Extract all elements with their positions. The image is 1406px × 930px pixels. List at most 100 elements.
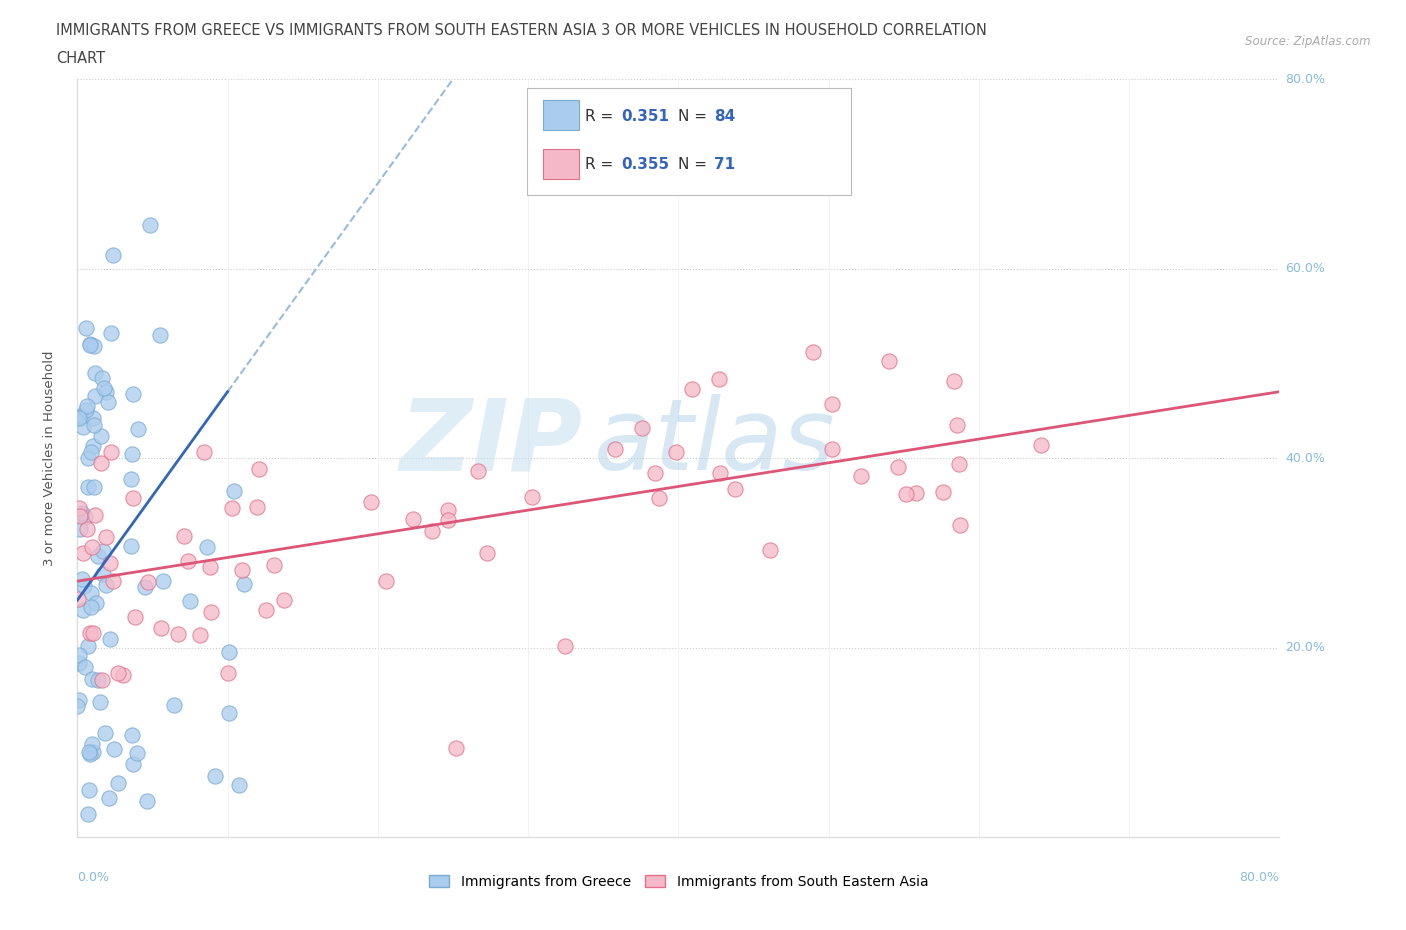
Point bbox=[166, 627, 188, 642]
Point bbox=[200, 604, 222, 619]
Point bbox=[221, 500, 243, 515]
Point bbox=[94, 725, 117, 740]
Point bbox=[125, 746, 148, 761]
Point bbox=[195, 539, 218, 554]
Point bbox=[69, 408, 91, 423]
Point bbox=[163, 698, 186, 712]
Point bbox=[79, 336, 101, 351]
Point bbox=[80, 671, 103, 686]
Point bbox=[73, 659, 96, 674]
Text: IMMIGRANTS FROM GREECE VS IMMIGRANTS FROM SOUTH EASTERN ASIA 3 OR MORE VEHICLES : IMMIGRANTS FROM GREECE VS IMMIGRANTS FRO… bbox=[56, 23, 987, 38]
Point bbox=[138, 218, 160, 232]
Point bbox=[100, 445, 122, 459]
Point bbox=[152, 574, 174, 589]
Point bbox=[82, 625, 104, 640]
Point bbox=[82, 410, 104, 425]
Point bbox=[198, 559, 221, 574]
Point bbox=[69, 509, 91, 524]
Text: R =: R = bbox=[585, 109, 619, 124]
Point bbox=[179, 594, 201, 609]
Point bbox=[422, 524, 444, 538]
Point bbox=[173, 529, 195, 544]
Point bbox=[79, 744, 101, 759]
Point bbox=[70, 505, 93, 520]
Point bbox=[80, 600, 103, 615]
Point bbox=[946, 418, 969, 432]
Point bbox=[73, 578, 96, 593]
Point bbox=[127, 421, 149, 436]
Point bbox=[120, 538, 142, 553]
Point bbox=[97, 790, 120, 805]
Point bbox=[76, 450, 98, 465]
Point bbox=[82, 438, 104, 453]
Point bbox=[948, 457, 970, 472]
Point bbox=[72, 419, 94, 434]
Point bbox=[877, 353, 900, 368]
Point bbox=[86, 596, 108, 611]
Point bbox=[121, 757, 143, 772]
Point bbox=[932, 485, 955, 499]
Point bbox=[136, 793, 159, 808]
Point bbox=[82, 539, 104, 554]
Text: Source: ZipAtlas.com: Source: ZipAtlas.com bbox=[1246, 35, 1371, 48]
Point bbox=[709, 466, 731, 481]
Point bbox=[76, 807, 98, 822]
Point bbox=[80, 737, 103, 751]
Point bbox=[75, 321, 97, 336]
Text: CHART: CHART bbox=[56, 51, 105, 66]
Point bbox=[100, 326, 122, 341]
Text: 0.355: 0.355 bbox=[621, 157, 669, 172]
Point bbox=[121, 727, 143, 742]
Point bbox=[101, 247, 124, 262]
Point bbox=[112, 668, 135, 683]
Text: atlas: atlas bbox=[595, 394, 837, 491]
Point bbox=[107, 776, 129, 790]
Point bbox=[254, 603, 277, 618]
Point bbox=[98, 631, 121, 646]
Point bbox=[76, 480, 98, 495]
Text: N =: N = bbox=[678, 109, 711, 124]
Text: 84: 84 bbox=[714, 109, 735, 124]
Point bbox=[630, 421, 652, 436]
Text: 60.0%: 60.0% bbox=[1285, 262, 1326, 275]
Point bbox=[360, 495, 382, 510]
Point bbox=[134, 579, 156, 594]
Point bbox=[79, 338, 101, 352]
Point bbox=[263, 558, 285, 573]
Point bbox=[90, 672, 112, 687]
Point bbox=[1029, 437, 1052, 452]
Point bbox=[193, 445, 215, 459]
Point bbox=[188, 628, 211, 643]
Point bbox=[89, 695, 111, 710]
Point bbox=[887, 459, 910, 474]
Text: 40.0%: 40.0% bbox=[1285, 452, 1326, 464]
Point bbox=[121, 386, 143, 401]
Point bbox=[136, 574, 159, 589]
Point bbox=[72, 546, 94, 561]
Point bbox=[475, 545, 498, 560]
Point bbox=[121, 446, 143, 461]
Point bbox=[446, 740, 468, 755]
Point bbox=[681, 381, 703, 396]
Point bbox=[91, 371, 114, 386]
Point bbox=[96, 385, 118, 400]
Point bbox=[90, 456, 112, 471]
Text: N =: N = bbox=[678, 157, 711, 172]
Text: 80.0%: 80.0% bbox=[1240, 871, 1279, 884]
Point bbox=[949, 517, 972, 532]
Point bbox=[522, 490, 544, 505]
Text: 80.0%: 80.0% bbox=[1285, 73, 1326, 86]
Point bbox=[233, 577, 256, 591]
Point bbox=[84, 365, 107, 380]
Point bbox=[467, 463, 489, 478]
Point bbox=[91, 543, 114, 558]
Point bbox=[374, 574, 396, 589]
Point bbox=[83, 388, 105, 403]
Point bbox=[80, 445, 103, 459]
Point bbox=[218, 644, 240, 659]
Point bbox=[224, 484, 246, 498]
Point bbox=[821, 396, 844, 411]
Point bbox=[94, 530, 117, 545]
Point bbox=[103, 742, 125, 757]
Point bbox=[231, 563, 253, 578]
